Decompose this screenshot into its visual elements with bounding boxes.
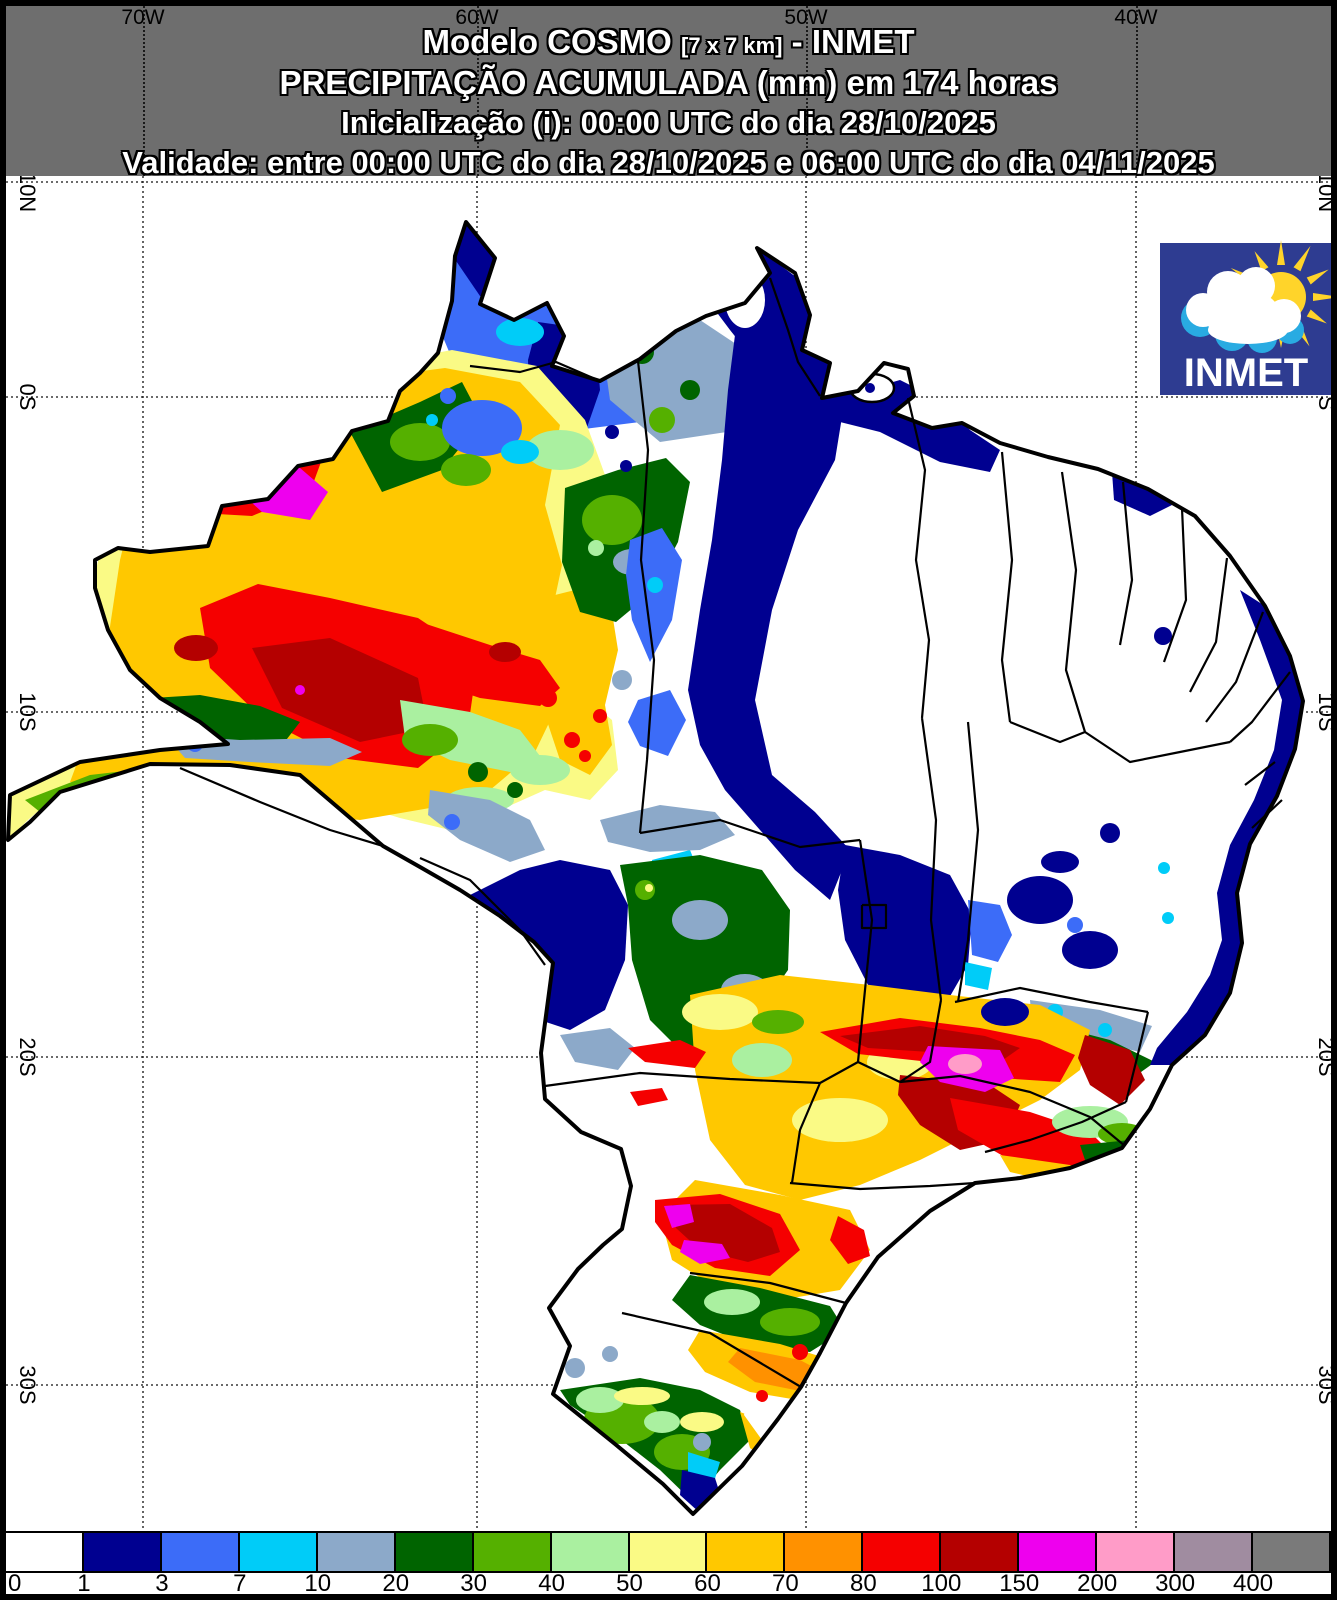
lat-label-left-0s: 0S — [15, 384, 40, 411]
lat-label-left-10n: 10N — [15, 176, 40, 212]
colorbar-tick: 80 — [849, 1570, 877, 1597]
colorbar-tick: 7 — [233, 1570, 247, 1597]
gridline-70w-top — [143, 6, 145, 176]
title-line-3: Inicialização (i): 00:00 UTC do dia 28/1… — [341, 105, 996, 140]
colorbar-tick: 30 — [460, 1570, 487, 1597]
gridline-50w-top — [806, 6, 808, 176]
lat-label-left-30s: 30S — [15, 1365, 40, 1404]
gridline-40w-top — [1136, 6, 1138, 176]
colorbar-cell — [1175, 1533, 1253, 1571]
lon-label-70w: 70W — [121, 6, 165, 29]
colorbar-tick: 3 — [155, 1570, 169, 1597]
colorbar-cell — [785, 1533, 864, 1571]
colorbar-cell — [83, 1533, 162, 1571]
lat-label-right-30s: 30S — [1314, 1365, 1331, 1404]
inmet-logo-text: INMET — [1184, 351, 1308, 395]
lat-label-right-20s: 20S — [1314, 1037, 1331, 1076]
lat-labels: 10N 0S 10S 20S 30S 10N 0S 10S 20S 30S — [15, 176, 1331, 1405]
colorbar-tick: 70 — [772, 1570, 799, 1597]
colorbar-cell — [473, 1533, 552, 1571]
colorbar-tick: 50 — [616, 1570, 643, 1597]
colorbar-tick: 10 — [304, 1570, 332, 1597]
colorbar-tick: 0 — [8, 1570, 22, 1597]
lon-label-60w: 60W — [455, 6, 499, 29]
colorbar-tick: 200 — [1077, 1570, 1118, 1597]
colorbar-cell — [941, 1533, 1020, 1571]
state-borders — [179, 277, 1291, 1388]
title-model: Modelo COSMO — [422, 23, 672, 60]
precipitation-colorbar — [6, 1531, 1331, 1573]
colorbar-cell — [707, 1533, 786, 1571]
lat-label-left-10s: 10S — [15, 692, 40, 731]
inmet-logo: INMET — [1160, 240, 1331, 395]
colorbar-cell — [863, 1533, 942, 1571]
lat-label-right-10n: 10N — [1314, 176, 1331, 212]
title-resolution: [7 x 7 km] — [681, 33, 783, 58]
lon-label-50w: 50W — [784, 6, 828, 29]
title-banner: 70W 60W 50W 40W Modelo COSMO [7 x 7 km] … — [6, 6, 1331, 178]
colorbar-labels: 0 1 3 7 10 20 30 40 50 60 70 80 100 150 … — [6, 1570, 1331, 1597]
colorbar-cell — [1253, 1533, 1331, 1571]
map-area: 10N 0S 10S 20S 30S 10N 0S 10S 20S 30S — [6, 176, 1331, 1531]
colorbar-tick: 150 — [999, 1570, 1040, 1597]
title-line-2: PRECIPITAÇÃO ACUMULADA (mm) em 174 horas — [279, 64, 1058, 101]
colorbar-tick: 100 — [921, 1570, 962, 1597]
colorbar-tick: 40 — [538, 1570, 565, 1597]
brazil-precipitation-map: 10N 0S 10S 20S 30S 10N 0S 10S 20S 30S — [6, 176, 1331, 1531]
cloud-icon — [1181, 267, 1304, 353]
colorbar-cell — [1019, 1533, 1098, 1571]
lon-label-40w: 40W — [1114, 6, 1158, 29]
colorbar-tick: 20 — [382, 1570, 410, 1597]
lat-label-right-10s: 10S — [1314, 692, 1331, 731]
colorbar-tick: 400 — [1233, 1570, 1274, 1597]
colorbar-cell — [551, 1533, 630, 1571]
colorbar-cell — [239, 1533, 318, 1571]
gridline-60w-top — [477, 6, 479, 176]
colorbar-tick: 1 — [77, 1570, 91, 1597]
lat-label-left-20s: 20S — [15, 1037, 40, 1076]
title-line-1: Modelo COSMO [7 x 7 km] - INMET — [6, 23, 1331, 61]
colorbar-cell — [317, 1533, 396, 1571]
colorbar-cell — [161, 1533, 240, 1571]
colorbar-cell — [6, 1533, 84, 1571]
colorbar-cell — [395, 1533, 474, 1571]
colorbar-cell — [629, 1533, 708, 1571]
title-line-4: Validade: entre 00:00 UTC do dia 28/10/2… — [122, 145, 1215, 178]
colorbar-cell — [1097, 1533, 1176, 1571]
colorbar-tick: 60 — [694, 1570, 721, 1597]
colorbar-tick: 300 — [1155, 1570, 1196, 1597]
title-org: - INMET — [791, 23, 915, 60]
